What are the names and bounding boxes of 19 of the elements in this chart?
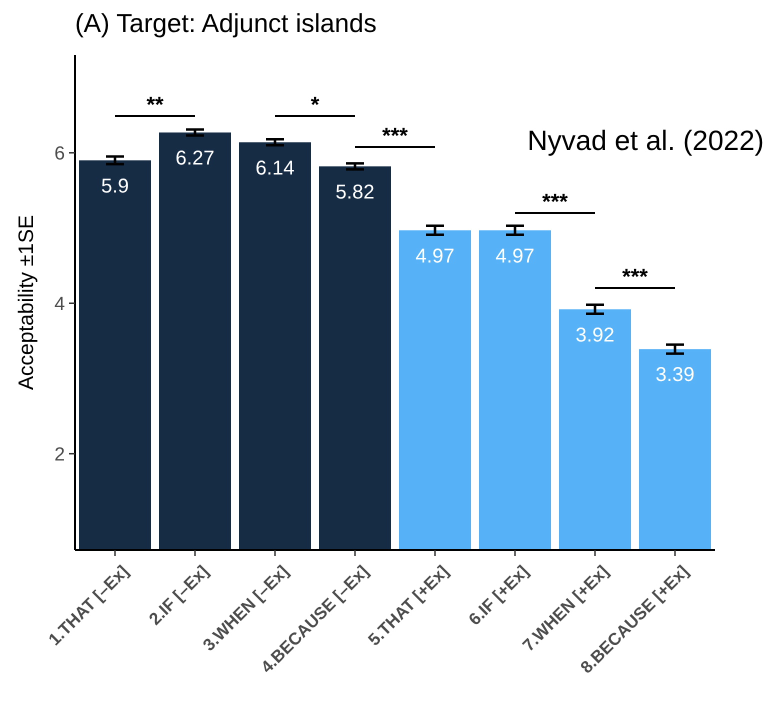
data-label: 5.82 [336, 181, 374, 204]
data-label: 6.14 [256, 157, 294, 180]
data-label: 3.39 [656, 364, 694, 386]
annotation: *** [622, 264, 648, 289]
data-label: 4.97 [496, 245, 534, 268]
y-tick-label: 6 [54, 143, 65, 164]
annotation: *** [382, 123, 408, 148]
annotation: ** [146, 92, 164, 117]
annotation: *** [542, 189, 568, 214]
annotation: * [310, 92, 320, 117]
data-label: 5.9 [101, 175, 129, 198]
data-label: 3.92 [576, 324, 614, 346]
data-label: 4.97 [416, 245, 454, 268]
y-tick-label: 2 [54, 444, 65, 466]
data-label: 6.27 [176, 147, 214, 170]
annotation: Nyvad et al. (2022) [527, 125, 764, 156]
y-axis-title: Acceptability ±1SE [15, 215, 38, 390]
chart-title: (A) Target: Adjunct islands [75, 8, 377, 38]
y-tick-label: 4 [54, 294, 66, 315]
